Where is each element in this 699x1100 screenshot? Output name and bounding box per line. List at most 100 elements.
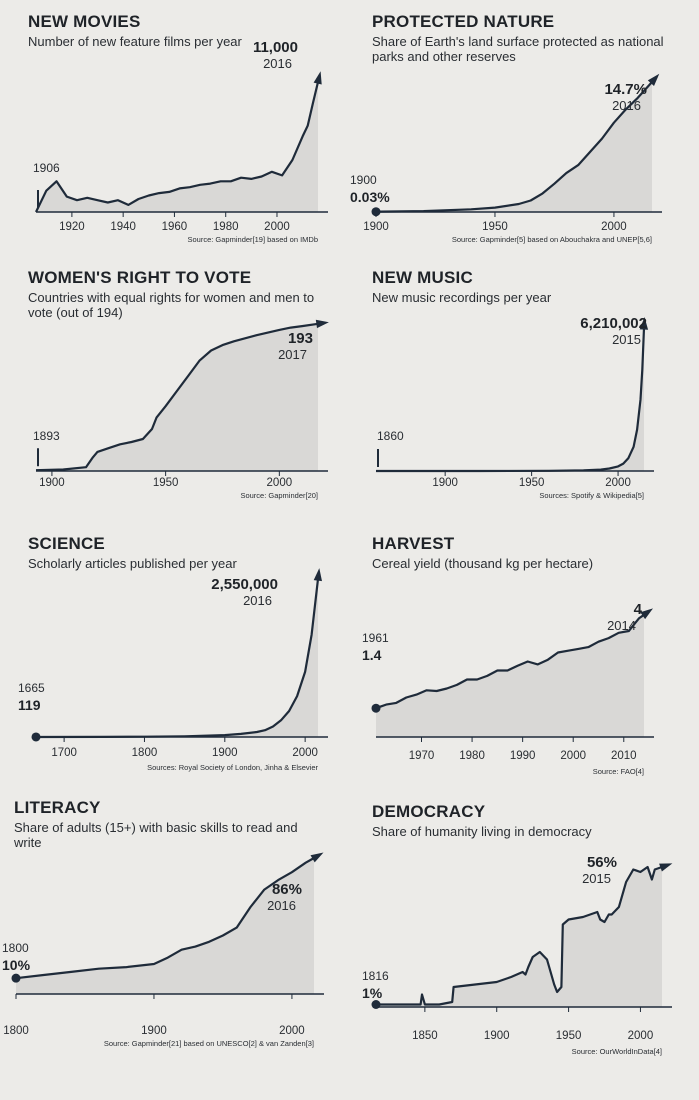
series-line — [35, 322, 319, 472]
x-tick-label: 1950 — [153, 477, 179, 489]
end-value-label: 56% — [587, 854, 617, 871]
chart-vote: 1900 1950 2000 Source: Gapminder[20] 1932017… — [33, 319, 329, 500]
start-marker — [371, 703, 381, 713]
start-marker — [371, 207, 381, 217]
start-value-label: 0.03% — [350, 189, 390, 205]
series-line — [375, 81, 653, 213]
end-year-label: 2015 — [582, 871, 611, 886]
end-arrow — [639, 317, 649, 330]
source-label: Sources: Royal Society of London, Jinha … — [147, 763, 318, 772]
source-label: Source: FAO[4] — [593, 767, 644, 776]
panel-democracy: DEMOCRACY Share of humanity living in de… — [362, 802, 699, 1070]
end-year-label: 2014 — [607, 618, 636, 633]
end-value-label: 11,000 — [253, 39, 298, 56]
series-line — [376, 865, 663, 1006]
source-label: Source: Gapminder[5] based on Abouchakra… — [452, 235, 652, 244]
start-year-label: 1860 — [377, 429, 404, 443]
x-tick-label: 2000 — [267, 477, 293, 489]
x-tick-label: 1900 — [141, 1025, 167, 1037]
series-area — [376, 614, 644, 737]
end-value-label: 2,550,000 — [211, 576, 278, 593]
chart-subtitle: Number of new feature films per year — [28, 34, 242, 49]
end-arrow — [659, 863, 673, 872]
source-label: Sources: Spotify & Wikipedia[5] — [539, 491, 644, 500]
chart-title: PROTECTED NATURE — [372, 12, 555, 31]
chart-subtitle: Scholarly articles published per year — [28, 556, 237, 571]
start-marker — [11, 973, 21, 983]
start-value-label: 1.4 — [362, 647, 382, 663]
chart-nature: 1900 1950 2000 Source: Gapminder[5] based o… — [350, 73, 662, 244]
x-tick-label: 2000 — [601, 221, 627, 233]
end-arrow — [310, 852, 324, 863]
x-tick-label: 1970 — [409, 750, 435, 762]
source-label: Source: Gapminder[19] based on IMDb — [188, 235, 319, 244]
x-tick-label: 1990 — [510, 750, 536, 762]
panel-literacy: LITERACY Share of adults (15+) with basi… — [2, 798, 352, 1066]
x-tick-label: 2000 — [560, 750, 586, 762]
end-year-label: 2016 — [243, 593, 272, 608]
series-line — [35, 578, 320, 739]
x-tick-label: 1950 — [519, 477, 545, 489]
end-year-label: 2015 — [612, 332, 641, 347]
series-area — [376, 82, 652, 212]
start-marker — [31, 732, 41, 742]
end-arrow — [313, 568, 322, 582]
series-area — [36, 579, 318, 737]
series-line — [15, 857, 315, 980]
end-value-label: 86% — [272, 881, 302, 898]
source-label: Source: Gapminder[21] based on UNESCO[2]… — [104, 1039, 314, 1048]
chart-subtitle: New music recordings per year — [372, 290, 552, 305]
series-area — [376, 867, 662, 1007]
panel-harvest: HARVEST Cereal yield (thousand kg per he… — [362, 534, 699, 802]
end-year-label: 2016 — [267, 898, 296, 913]
x-tick-label: 1800 — [132, 747, 158, 759]
chart-subtitle: Countries with equal rights for women an… — [28, 290, 315, 320]
x-tick-label: 1900 — [363, 221, 389, 233]
x-tick-label: 1900 — [432, 477, 458, 489]
chart-subtitle: Share of humanity living in democracy — [372, 824, 592, 839]
x-tick-label: 1950 — [556, 1030, 582, 1042]
chart-title: NEW MOVIES — [28, 12, 141, 31]
panel-science: SCIENCE Scholarly articles published per… — [18, 534, 368, 802]
chart-title: NEW MUSIC — [372, 268, 473, 287]
x-tick-label: 1850 — [412, 1030, 438, 1042]
x-tick-label: 1900 — [212, 747, 238, 759]
x-tick-label: 2000 — [628, 1030, 654, 1042]
series-area — [16, 858, 314, 994]
end-arrow — [647, 73, 660, 86]
x-tick-label: 1920 — [59, 221, 85, 233]
chart-movies: 1920 1940 1960 1980 2000 Source: Gapminder[19… — [33, 39, 328, 244]
start-year-label: 1800 — [2, 941, 29, 955]
end-arrow — [640, 608, 653, 620]
start-value-label: 119 — [18, 697, 41, 713]
start-year-label: 1665 — [18, 681, 45, 695]
x-tick-label: 2000 — [292, 747, 318, 759]
series-line — [35, 81, 320, 213]
x-tick-label: 1940 — [110, 221, 136, 233]
x-tick-label: 1900 — [39, 477, 65, 489]
start-year-label: 1816 — [362, 969, 389, 983]
x-tick-label: 2000 — [605, 477, 631, 489]
x-tick-label: 1900 — [484, 1030, 510, 1042]
series-area — [376, 328, 644, 471]
x-tick-label: 2010 — [611, 750, 637, 762]
chart-title: WOMEN'S RIGHT TO VOTE — [28, 268, 252, 287]
start-value-label: 1% — [362, 985, 383, 1001]
x-tick-label: 1950 — [482, 221, 508, 233]
chart-subtitle: Share of Earth's land surface protected … — [372, 34, 664, 64]
end-year-label: 2016 — [612, 98, 641, 113]
start-year-label: 1961 — [362, 631, 389, 645]
source-label: Source: Gapminder[20] — [240, 491, 318, 500]
series-line — [376, 327, 646, 473]
panel-movies: NEW MOVIES Number of new feature films p… — [28, 12, 368, 280]
panel-nature: PROTECTED NATURE Share of Earth's land s… — [350, 12, 699, 280]
end-value-label: 14.7% — [604, 81, 647, 98]
end-value-label: 193 — [288, 330, 313, 347]
start-year-label: 1900 — [350, 173, 377, 187]
chart-subtitle: Share of adults (15+) with basic skills … — [14, 820, 298, 850]
chart-title: SCIENCE — [28, 534, 105, 553]
chart-title: LITERACY — [14, 798, 101, 817]
start-marker — [371, 1000, 381, 1009]
end-arrow — [315, 319, 329, 329]
